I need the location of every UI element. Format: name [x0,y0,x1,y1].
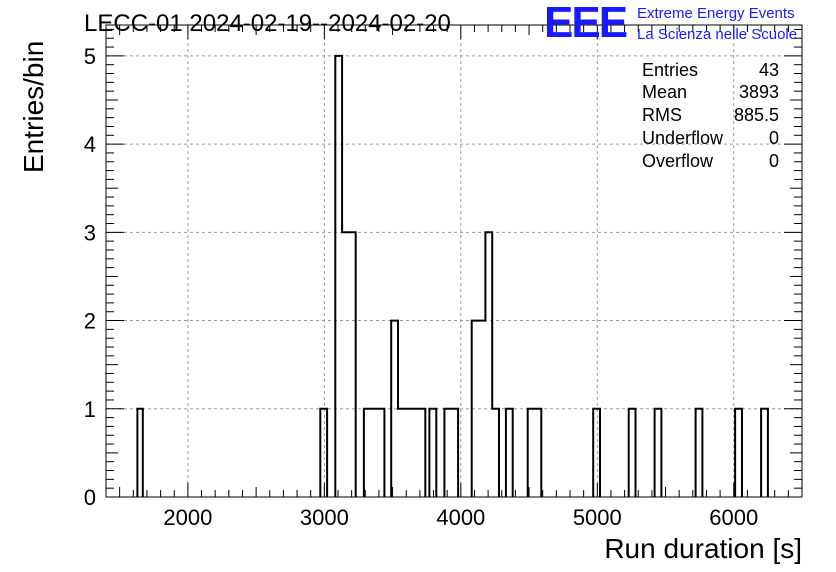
histogram-bin [593,409,600,497]
y-tick-label: 4 [84,132,96,157]
histogram-bin [429,409,436,497]
x-tick-label: 5000 [573,505,622,530]
x-tick-label: 3000 [300,505,349,530]
stat-label: Overflow [642,151,714,171]
histogram-bin [364,409,384,497]
histogram-bin [472,321,486,497]
stat-mean: Mean 3893 [642,82,779,103]
x-axis-label: Run duration [s] [604,533,802,564]
y-tick-label: 3 [84,220,96,245]
stat-label: Entries [642,60,699,80]
x-tick-label: 2000 [163,505,212,530]
histogram-bin [342,232,356,497]
histogram-outline [136,54,769,497]
logo-text-line1: Extreme Energy Events [637,5,795,22]
histogram-bin [528,409,542,497]
histogram-bin [391,321,398,497]
histogram-bin [398,409,425,497]
stat-overflow: Overflow 0 [642,151,779,172]
stat-rms: RMS 885.5 [642,105,779,126]
stat-label: RMS [642,105,682,125]
histogram-bin [655,409,662,497]
stat-label: Mean [642,82,688,102]
plot-frame [105,24,803,498]
chart-title: LECC-01 2024-02-19--2024-02-20 [84,10,451,37]
y-tick-label: 1 [84,397,96,422]
stat-value: 0 [768,128,779,148]
histogram-bin [735,409,742,497]
stat-label: Underflow [642,128,724,148]
y-tick-label: 5 [84,44,96,69]
stat-value: 3893 [738,82,779,102]
histogram-bin [485,232,492,497]
eee-logo: EEE [544,0,628,47]
histogram-bin [761,409,768,497]
histogram-bin [444,409,458,497]
stat-value: 43 [758,60,779,80]
histogram-bin [629,409,636,497]
x-tick-label: 4000 [436,505,485,530]
stat-underflow: Underflow 0 [642,128,779,149]
logo-text-line2: La Scienza nelle Scuole [637,26,798,43]
y-tick-label: 2 [84,309,96,334]
histogram-bin [320,409,327,497]
stat-value: 885.5 [733,105,779,125]
x-tick-label: 6000 [709,505,758,530]
y-axis-label: Entries/bin [18,40,49,173]
histogram-bin [137,409,142,497]
histogram-bin [492,409,499,497]
histogram-bin [506,409,513,497]
histogram-bin [335,56,342,497]
stat-entries: Entries 43 [642,60,779,81]
histogram-bin [696,409,703,497]
y-tick-label: 0 [84,485,96,510]
stat-value: 0 [768,151,779,171]
